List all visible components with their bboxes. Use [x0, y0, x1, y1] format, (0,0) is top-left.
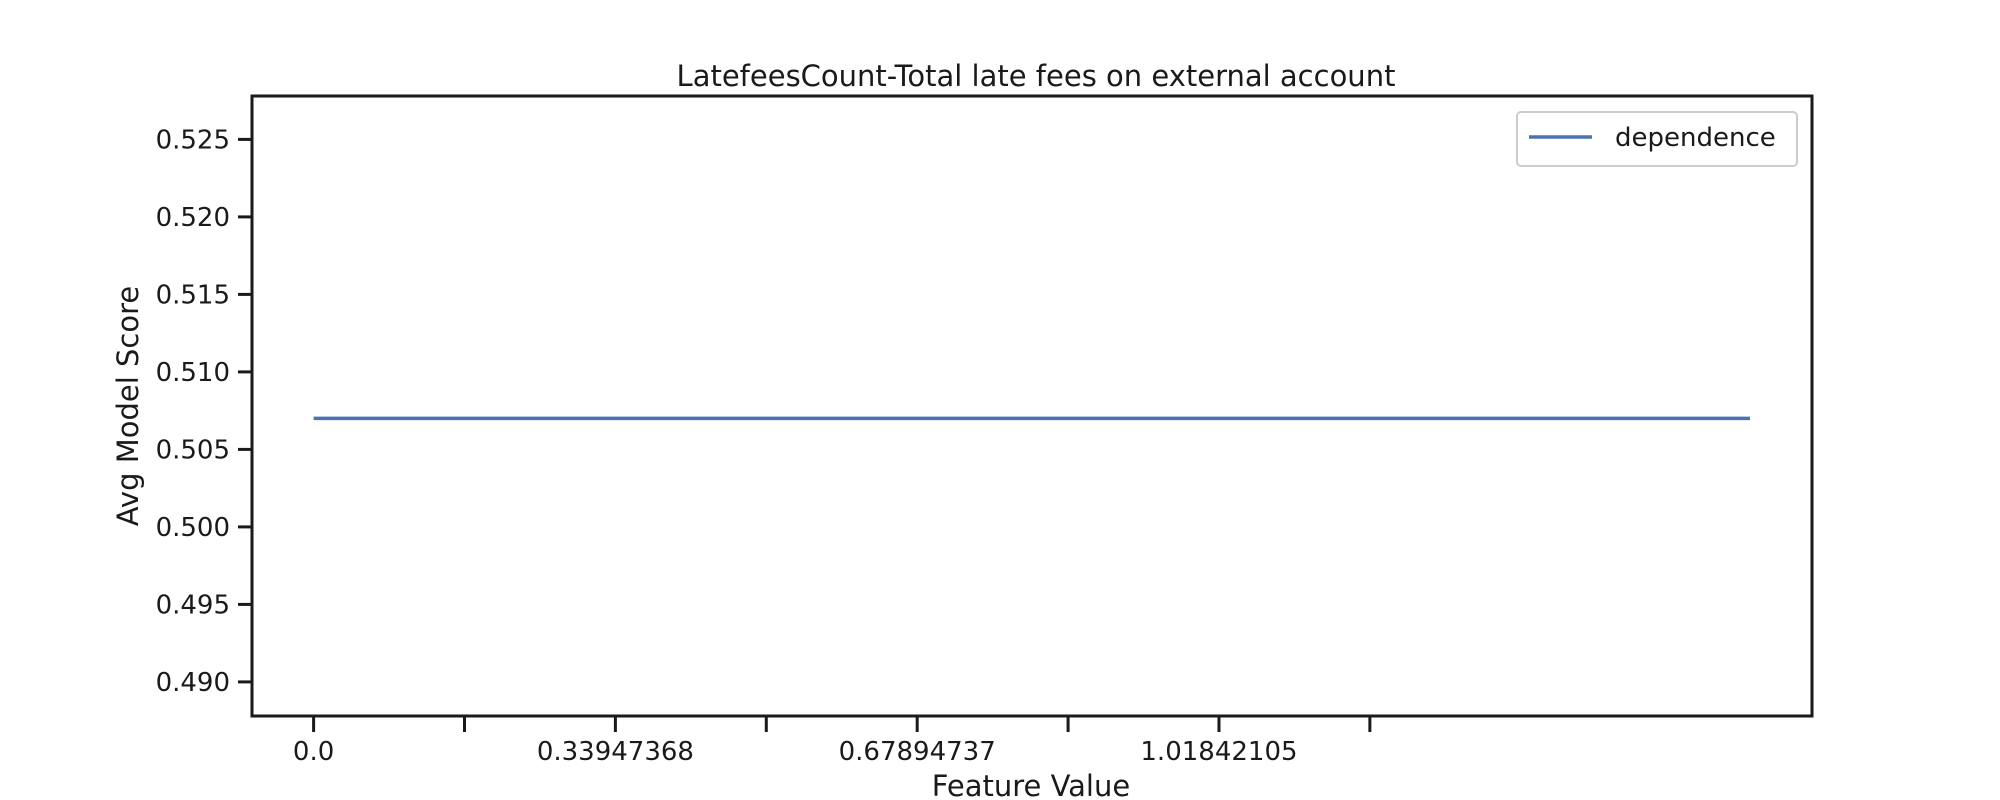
- x-tick-label: 0.33947368: [537, 737, 694, 767]
- y-tick-label: 0.515: [156, 280, 230, 310]
- y-tick-label: 0.490: [156, 668, 230, 698]
- x-tick-label: 0.0: [293, 737, 334, 767]
- y-tick-label: 0.520: [156, 203, 230, 233]
- plot-area: 0.490 0.495 0.500 0.505 0.510 0.515 0.520 0.525…: [156, 125, 1751, 767]
- y-tick-label: 0.500: [156, 513, 230, 543]
- x-tick-label: 1.01842105: [1140, 737, 1297, 767]
- legend-label: dependence: [1615, 123, 1776, 153]
- y-axis-title: Avg Model Score: [111, 286, 145, 526]
- y-tick-label: 0.510: [156, 358, 230, 388]
- x-axis-title: Feature Value: [932, 769, 1130, 800]
- legend: dependence: [1516, 111, 1798, 167]
- y-tick-label: 0.525: [156, 125, 230, 155]
- y-tick-label: 0.505: [156, 435, 230, 465]
- legend-box: [1516, 111, 1798, 167]
- y-tick-label: 0.495: [156, 590, 230, 620]
- plot-frame: [250, 94, 1814, 718]
- x-tick-label: 0.67894737: [839, 737, 996, 767]
- chart-title: LatefeesCount-Total late fees on externa…: [677, 59, 1396, 93]
